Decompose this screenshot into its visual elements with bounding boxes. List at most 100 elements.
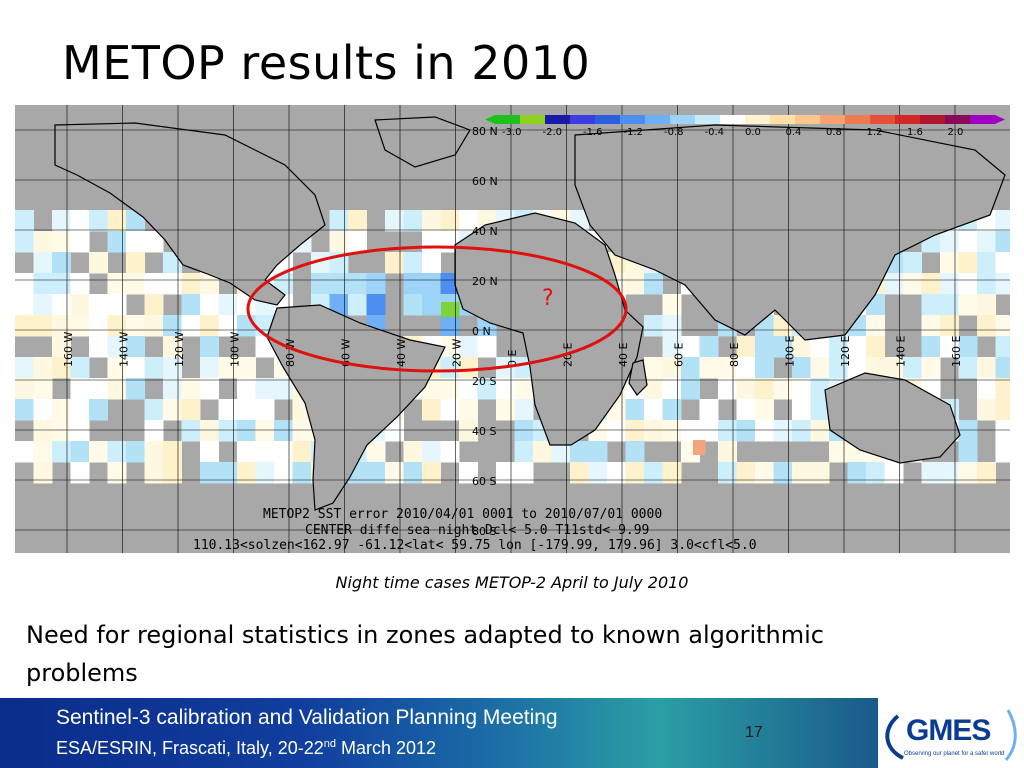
sst-cell [15, 441, 34, 463]
sst-cell [181, 273, 201, 295]
sst-cell [163, 357, 182, 379]
longitude-label: 140 E [895, 336, 908, 367]
sst-cell [126, 336, 145, 358]
sst-cell [292, 420, 312, 442]
colorbar-swatch [820, 115, 846, 124]
sst-cell [995, 357, 1010, 379]
sst-cell [33, 378, 53, 400]
longitude-label: 160 W [62, 332, 75, 367]
latitude-labels: 80 N 60 N 40 N 20 N 0 N 20 S 40 S 60 S 80 S [472, 125, 498, 538]
slide-title: METOP results in 2010 [62, 36, 591, 90]
longitude-label: 0 E [506, 350, 519, 367]
sst-cell [847, 462, 867, 484]
sst-cell [33, 462, 53, 484]
colorbar-tick-label: -2.0 [543, 127, 563, 138]
colorbar-tick-label: 0.8 [826, 127, 842, 138]
sst-cell [107, 273, 127, 295]
sst-cell [385, 462, 404, 484]
longitude-label: 140 W [118, 332, 131, 367]
sst-cell [958, 273, 978, 295]
sst-cell [70, 315, 90, 337]
sst-cell [958, 294, 978, 316]
sst-cell [940, 294, 959, 316]
latitude-label: 80 S [472, 525, 496, 538]
sst-cell [422, 210, 441, 232]
sst-cell [422, 462, 441, 484]
sst-cell [736, 399, 756, 421]
sst-cell [403, 273, 423, 295]
sst-cell [292, 441, 312, 463]
sst-cell [144, 462, 164, 484]
figure-caption: Night time cases METOP-2 April to July 2… [335, 573, 689, 592]
sst-cell [89, 399, 108, 421]
sst-cell [311, 273, 330, 295]
sst-cell [588, 441, 608, 463]
sst-cell [736, 336, 756, 358]
sst-cell [144, 231, 164, 253]
sst-cell [662, 399, 682, 421]
sst-cell [921, 273, 941, 295]
sst-cell [736, 378, 756, 400]
lat-lon-grid [15, 105, 1010, 553]
madagascar-outline [628, 359, 648, 396]
sst-cell [625, 399, 645, 421]
colorbar-min-arrow [485, 115, 495, 124]
sst-cell [144, 357, 164, 379]
body-text: Need for regional statistics in zones ad… [26, 621, 824, 687]
sst-cell [459, 420, 478, 442]
sst-cell [33, 252, 53, 274]
sst-cell [514, 420, 534, 442]
sst-cell [200, 273, 219, 295]
longitude-label: 120 W [173, 332, 186, 367]
sst-cell [255, 441, 275, 463]
sst-cell [773, 378, 793, 400]
sst-cell [755, 420, 774, 442]
sst-cell [237, 399, 256, 421]
sst-cell [681, 336, 700, 358]
colorbar-swatch [495, 115, 521, 124]
sst-cell [181, 378, 201, 400]
sst-cell [403, 210, 423, 232]
sst-cell [181, 420, 201, 442]
sst-cell [810, 462, 830, 484]
sst-cell [403, 294, 423, 316]
sst-cell [921, 315, 941, 337]
sst-cell [810, 420, 830, 442]
asia-outline [574, 124, 1006, 341]
sst-cell [70, 378, 90, 400]
sst-cell [829, 441, 848, 463]
sst-cell [958, 420, 978, 442]
sst-cell [441, 302, 460, 317]
sst-error-map: 80 N 60 N 40 N 20 N 0 N 20 S 40 S 60 S 80 S 160 … [15, 105, 1010, 553]
sst-cell [699, 336, 719, 358]
sst-cell [958, 336, 978, 358]
colorbar-swatch [670, 115, 696, 124]
sst-cell [995, 441, 1010, 463]
sst-cell [977, 231, 996, 253]
sst-cell [237, 441, 256, 463]
sst-cell [514, 441, 534, 463]
sst-cell [921, 294, 941, 316]
sst-cell [33, 273, 53, 295]
colorbar-swatch [845, 115, 871, 124]
sst-cell [144, 315, 164, 337]
latitude-label: 60 S [472, 475, 496, 488]
sst-cell [52, 210, 71, 232]
sst-cell [459, 336, 478, 358]
sst-cell [107, 462, 127, 484]
sst-cell [52, 252, 71, 274]
sst-cell [52, 420, 71, 442]
sst-cell [977, 315, 996, 337]
sst-cell [718, 462, 737, 484]
sst-cell [403, 462, 423, 484]
sst-cell [126, 378, 145, 400]
sst-cell [773, 336, 793, 358]
sst-cell [52, 315, 71, 337]
sst-cell [866, 336, 885, 358]
sst-cell [995, 336, 1010, 358]
sst-cell [644, 357, 663, 379]
colorbar-max-arrow [995, 115, 1005, 124]
sst-cell [773, 420, 793, 442]
longitude-label: 80 E [728, 343, 741, 367]
